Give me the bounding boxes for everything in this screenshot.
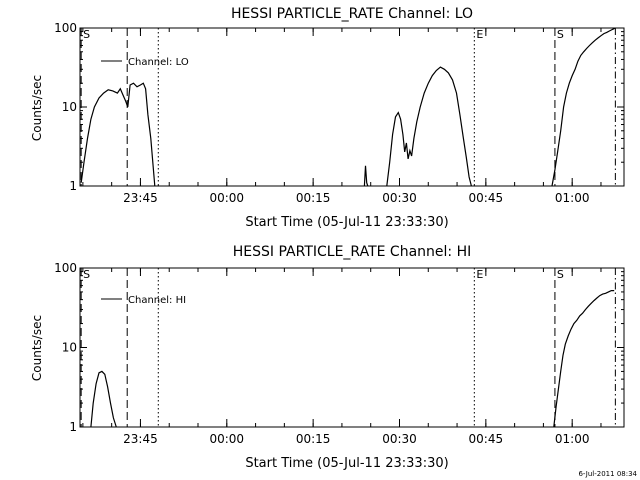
panel-lo: HESSI PARTICLE_RATE Channel: LO Counts/s… — [30, 6, 625, 230]
series-line — [551, 27, 616, 187]
series-line — [80, 82, 156, 187]
plot-area: 1 10 100 23:45 00:00 00:15 00:30 00:45 01:00 S E S — [54, 261, 625, 446]
series-line — [363, 165, 369, 187]
x-tick-label: 00:00 — [209, 432, 244, 446]
x-tick-label: 00:45 — [469, 432, 504, 446]
x-tick-label: 01:00 — [555, 432, 590, 446]
marker-label: S — [83, 28, 90, 41]
x-tick-label: 23:45 — [123, 432, 158, 446]
marker-label: E — [476, 268, 483, 281]
x-axis-label: Start Time (05-Jul-11 23:33:30) — [245, 456, 448, 471]
panel-title: HESSI PARTICLE_RATE Channel: HI — [233, 244, 471, 260]
marker-label: S — [557, 28, 564, 41]
y-tick-label: 10 — [62, 100, 77, 114]
y-tick-label: 10 — [62, 341, 77, 355]
x-tick-label: 00:15 — [296, 432, 331, 446]
y-axis-label: Counts/sec — [30, 315, 44, 381]
x-tick-label: 00:15 — [296, 191, 331, 205]
x-tick-label: 00:30 — [382, 191, 417, 205]
series-line — [386, 66, 472, 187]
x-tick-label: 23:45 — [123, 191, 158, 205]
y-tick-label: 1 — [69, 179, 77, 193]
y-tick-label: 1 — [69, 420, 77, 434]
series-line — [90, 370, 117, 428]
plot-area: 1 10 100 23:45 00:00 00:15 00:30 00:45 01:00 S E S — [54, 21, 625, 205]
y-axis-label: Counts/sec — [30, 75, 44, 141]
x-tick-label: 00:45 — [469, 191, 504, 205]
marker-label: S — [83, 268, 90, 281]
plot-frame — [79, 267, 625, 428]
x-tick-label: 01:00 — [555, 191, 590, 205]
legend-label: Channel: HI — [128, 295, 186, 306]
marker-label: E — [476, 28, 483, 41]
legend-label: Channel: LO — [128, 57, 189, 68]
footer-timestamp: 6-Jul-2011 08:34 — [578, 470, 637, 478]
panel-title: HESSI PARTICLE_RATE Channel: LO — [231, 6, 473, 22]
y-tick-label: 100 — [54, 261, 77, 275]
marker-label: S — [557, 268, 564, 281]
x-tick-label: 00:00 — [209, 191, 244, 205]
panel-hi: HESSI PARTICLE_RATE Channel: HI Counts/s… — [30, 244, 625, 471]
plot-frame — [79, 27, 625, 187]
x-axis-label: Start Time (05-Jul-11 23:33:30) — [245, 215, 448, 230]
x-tick-label: 00:30 — [382, 432, 417, 446]
series-line — [553, 290, 615, 428]
y-tick-label: 100 — [54, 21, 77, 35]
